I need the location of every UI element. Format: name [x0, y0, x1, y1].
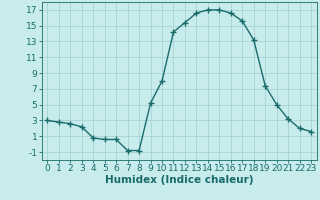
X-axis label: Humidex (Indice chaleur): Humidex (Indice chaleur)	[105, 175, 253, 185]
